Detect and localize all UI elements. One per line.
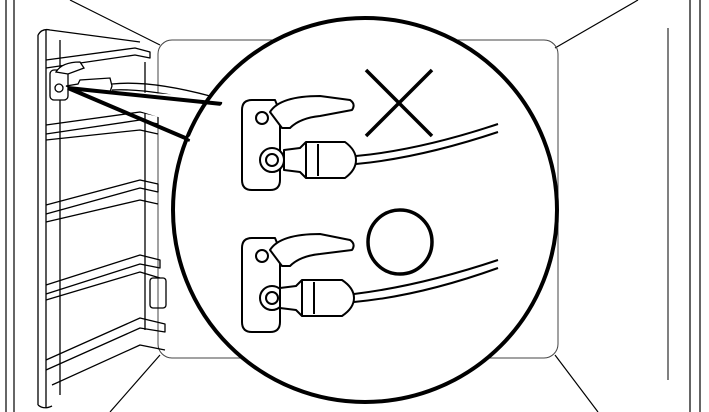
shelf-runner-3-lower	[45, 199, 159, 223]
callout-circle	[171, 16, 559, 404]
socket-hole	[54, 83, 64, 93]
callout-pointer-edge-bottom	[67, 86, 191, 142]
shelf-runner-3	[45, 179, 159, 215]
socket-cover-correct	[269, 233, 355, 267]
socket-cover	[54, 61, 85, 75]
example-incorrect	[241, 95, 499, 191]
probe-cable-incorrect	[355, 123, 499, 157]
rail-hook-top	[37, 28, 141, 43]
probe-plug-incorrect	[283, 141, 357, 179]
shelf-runner-4	[45, 254, 161, 295]
shelf-runner-5	[45, 317, 166, 371]
example-correct	[241, 233, 499, 333]
shelf-runner-4-lower	[45, 271, 161, 301]
shelf-runner-2-lower	[45, 129, 159, 141]
socket-screw-correct	[255, 249, 269, 263]
probe-cable-correct	[353, 259, 499, 295]
cross-mark-icon	[364, 68, 434, 138]
corner-top-left	[69, 0, 161, 46]
probe-cable-correct-2	[353, 267, 499, 303]
socket-cover-incorrect	[269, 95, 355, 129]
socket-ring-inner-incorrect	[265, 153, 279, 167]
callout-pointer-edge-top	[67, 86, 223, 106]
socket-ring-inner-correct	[265, 291, 279, 305]
corner-bottom-right	[554, 354, 599, 412]
shelf-runner-1	[45, 47, 151, 69]
probe-cable-incorrect-2	[355, 131, 499, 165]
rail-hook-bottom	[37, 404, 53, 409]
circle-mark-icon	[366, 208, 434, 276]
callout-pointer-mask	[188, 104, 226, 142]
corner-top-right	[554, 0, 639, 49]
corner-bottom-left	[109, 354, 161, 412]
probe-cable-small	[111, 82, 211, 97]
rail-bracket-lower	[149, 277, 167, 309]
magnified-callout	[67, 16, 559, 404]
probe-plug-correct	[279, 279, 355, 317]
socket-screw-incorrect	[255, 111, 269, 125]
shelf-runner-5-lower	[51, 344, 166, 386]
